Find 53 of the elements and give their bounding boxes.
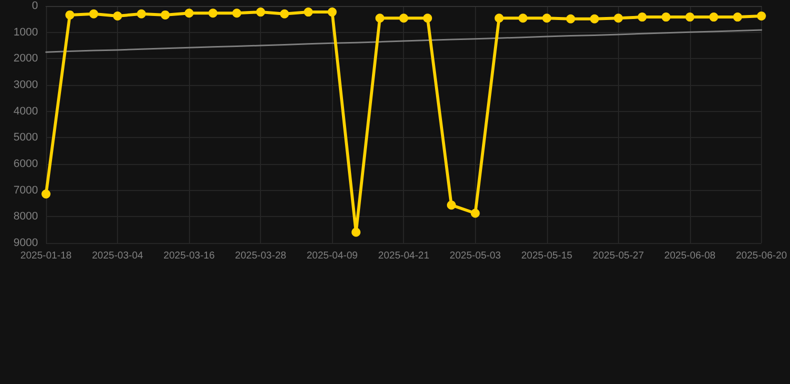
point xyxy=(638,12,647,22)
x-tick-label: 2025-05-15 xyxy=(521,250,573,262)
x-tick-label: 2025-05-27 xyxy=(592,250,644,262)
point xyxy=(280,9,289,18)
point xyxy=(304,8,313,17)
y-tick-label: 3000 xyxy=(14,79,38,91)
point xyxy=(446,200,456,210)
x-tick-label: 2025-04-21 xyxy=(378,250,430,262)
y-tick-label: 2000 xyxy=(14,52,38,65)
point xyxy=(470,208,480,218)
y-tick-label: 4000 xyxy=(14,105,38,118)
point xyxy=(518,14,528,23)
y-tick-label: 9000 xyxy=(14,237,38,249)
point xyxy=(685,12,694,22)
point xyxy=(65,10,74,20)
point xyxy=(566,14,576,24)
point xyxy=(89,9,98,18)
point xyxy=(614,14,623,23)
point xyxy=(756,12,766,21)
point xyxy=(399,14,408,23)
x-tick-label: 2025-06-20 xyxy=(736,250,788,262)
point xyxy=(733,12,742,22)
x-tick-label: 2025-04-09 xyxy=(306,250,358,262)
point xyxy=(184,8,194,18)
y-tick-label: 8000 xyxy=(14,210,38,223)
point xyxy=(208,8,218,18)
y-tick-label: 0 xyxy=(32,0,38,12)
x-tick-label: 2025-03-04 xyxy=(92,250,144,262)
x-tick-label: 2025-06-08 xyxy=(664,250,716,262)
x-tick-label: 2025-05-03 xyxy=(450,250,502,262)
line-series xyxy=(45,29,762,53)
point xyxy=(160,10,170,20)
y-tick-label: 5000 xyxy=(14,132,38,144)
point xyxy=(709,12,718,22)
point xyxy=(662,12,671,22)
point xyxy=(375,14,384,23)
point xyxy=(542,14,552,23)
point xyxy=(136,9,146,18)
y-tick-label: 7000 xyxy=(14,184,38,196)
point xyxy=(423,14,432,23)
y-tick-label: 6000 xyxy=(14,158,38,170)
y-tick-label: 1000 xyxy=(14,26,38,38)
point xyxy=(113,12,122,21)
point xyxy=(352,228,361,237)
point xyxy=(590,14,599,24)
x-tick-label: 2025-01-18 xyxy=(20,250,72,262)
point xyxy=(232,8,242,18)
point xyxy=(328,8,337,17)
point xyxy=(42,190,50,199)
point xyxy=(256,8,266,17)
x-tick-label: 2025-03-16 xyxy=(164,250,216,262)
x-tick-label: 2025-03-28 xyxy=(235,250,287,262)
point xyxy=(494,14,504,23)
